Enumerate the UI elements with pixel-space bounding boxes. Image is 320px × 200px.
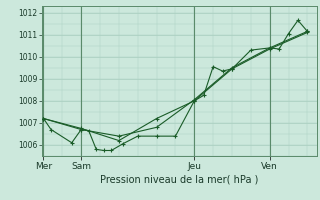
X-axis label: Pression niveau de la mer( hPa ): Pression niveau de la mer( hPa ): [100, 175, 258, 185]
